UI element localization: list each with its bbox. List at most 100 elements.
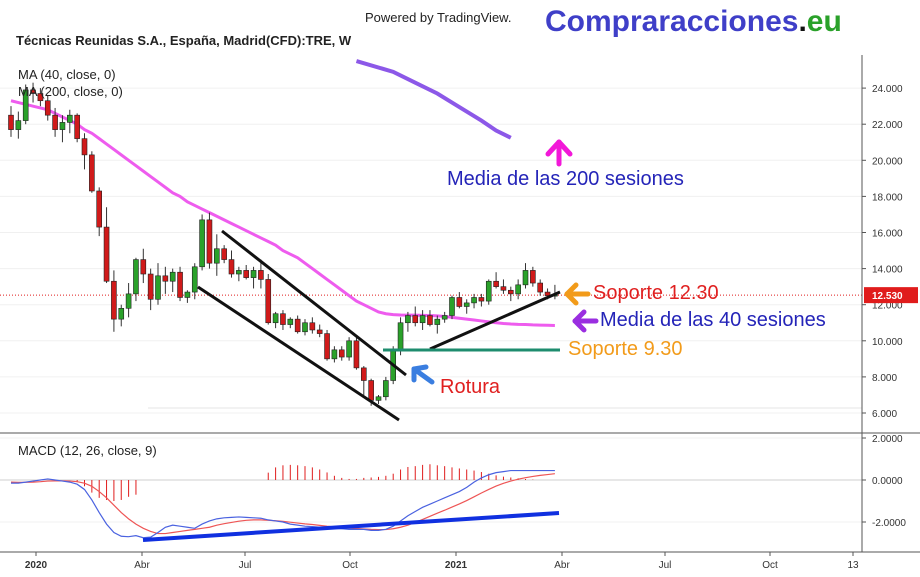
- candle-body: [243, 270, 249, 278]
- candle-body: [44, 100, 51, 116]
- candle-body: [309, 322, 316, 331]
- candle-body: [478, 297, 485, 302]
- candle-body: [353, 340, 360, 369]
- macd-tick-label: -2.0000: [872, 518, 906, 529]
- candle-body: [412, 315, 419, 324]
- candle-body: [397, 322, 404, 351]
- candle-body: [81, 138, 88, 156]
- time-tick-label: Jul: [659, 560, 672, 571]
- candle-body: [485, 280, 492, 302]
- candle-body: [405, 315, 411, 324]
- annotations: [142, 139, 599, 542]
- macd-tick-label: 2.0000: [872, 434, 903, 445]
- time-tick-label: 13: [847, 560, 859, 571]
- candle-body: [52, 114, 58, 130]
- price-tick-label: 18.000: [872, 192, 903, 203]
- soporte1230-arrow-icon: [564, 282, 579, 306]
- candle-body: [67, 114, 73, 123]
- powered-by-text: Powered by TradingView.: [365, 10, 512, 25]
- candle-body: [522, 270, 529, 286]
- candle-body: [140, 259, 147, 275]
- price-tick-label: 6.000: [872, 409, 897, 420]
- candle-body: [368, 380, 374, 401]
- candle-body: [162, 275, 169, 282]
- candle-body: [191, 266, 198, 293]
- candle-body: [118, 308, 125, 320]
- price-tick-label: 16.000: [872, 229, 903, 240]
- candle-body: [169, 271, 176, 282]
- candle-body: [375, 396, 382, 401]
- candle-body: [544, 291, 551, 296]
- candle-body: [338, 349, 345, 358]
- candle-body: [177, 271, 183, 298]
- channel-upper-line: [221, 229, 407, 377]
- legend-ma40[interactable]: MA (40, close, 0): [18, 67, 116, 82]
- candle-body: [96, 190, 102, 228]
- candle-body: [221, 248, 227, 260]
- time-tick-label: Abr: [554, 560, 570, 571]
- candle-body: [383, 380, 389, 398]
- legend-ma200[interactable]: MA (200, close, 0): [18, 84, 123, 99]
- candle-body: [184, 291, 191, 298]
- candle-body: [15, 120, 22, 130]
- ma200-line: [355, 59, 512, 140]
- candle-body: [250, 270, 257, 278]
- candle-body: [427, 315, 433, 325]
- channel-lower-line: [197, 285, 400, 422]
- candle-body: [228, 259, 235, 275]
- candle-body: [456, 297, 463, 307]
- candle-body: [125, 293, 132, 309]
- candle-body: [59, 122, 66, 130]
- candle-body: [236, 270, 242, 275]
- candle-body: [346, 340, 352, 358]
- label-media40: Media de las 40 sesiones: [600, 309, 826, 331]
- candle-body: [434, 318, 441, 325]
- macd-signal-line: [10, 473, 555, 535]
- time-tick-label: 2021: [445, 560, 468, 571]
- time-tick-label: Oct: [762, 560, 778, 571]
- ma200-arrow-icon: [545, 139, 573, 157]
- candle-body: [287, 318, 294, 325]
- candle-body: [89, 154, 95, 192]
- candle-body: [537, 282, 544, 293]
- candle-body: [331, 349, 338, 360]
- time-tick-label: Jul: [239, 560, 252, 571]
- rotura-arrow-shaft: [411, 366, 435, 385]
- candle-body: [463, 302, 470, 307]
- macd-pane[interactable]: [0, 464, 862, 539]
- candle-body: [272, 313, 279, 324]
- candle-body: [500, 286, 507, 291]
- price-pane[interactable]: [0, 59, 862, 406]
- candle-body: [155, 275, 161, 300]
- candle-body: [449, 297, 455, 316]
- label-media200: Media de las 200 sesiones: [447, 168, 684, 190]
- candle-body: [441, 315, 448, 320]
- candle-body: [294, 318, 301, 333]
- rotura-arrow-icon: [411, 364, 429, 383]
- label-soporte930: Soporte 9.30: [568, 338, 683, 360]
- candle-body: [103, 226, 110, 282]
- candle-body: [30, 89, 36, 94]
- price-tick-label: 22.000: [872, 120, 903, 131]
- time-tick-label: Oct: [342, 560, 358, 571]
- candle-body: [22, 89, 29, 121]
- last-price-label: 12.530: [872, 291, 903, 302]
- candle-body: [37, 93, 44, 102]
- macd-divergence-line: [142, 511, 560, 542]
- price-tick-label: 20.000: [872, 156, 903, 167]
- price-tick-label: 12.000: [872, 301, 903, 312]
- candle-body: [360, 367, 367, 381]
- brand-dot: .: [798, 5, 807, 38]
- label-rotura: Rotura: [440, 376, 501, 398]
- price-tick-label: 14.000: [872, 265, 903, 276]
- candle-body: [507, 289, 514, 295]
- candle-body: [147, 273, 154, 300]
- macd-legend[interactable]: MACD (12, 26, close, 9): [18, 443, 157, 458]
- candle-body: [515, 284, 521, 295]
- candle-body: [74, 114, 80, 139]
- price-tick-label: 8.000: [872, 373, 897, 384]
- candle-body: [324, 333, 330, 360]
- brand-main: Compraracciones: [545, 5, 799, 38]
- ma40-arrow-icon: [572, 309, 587, 333]
